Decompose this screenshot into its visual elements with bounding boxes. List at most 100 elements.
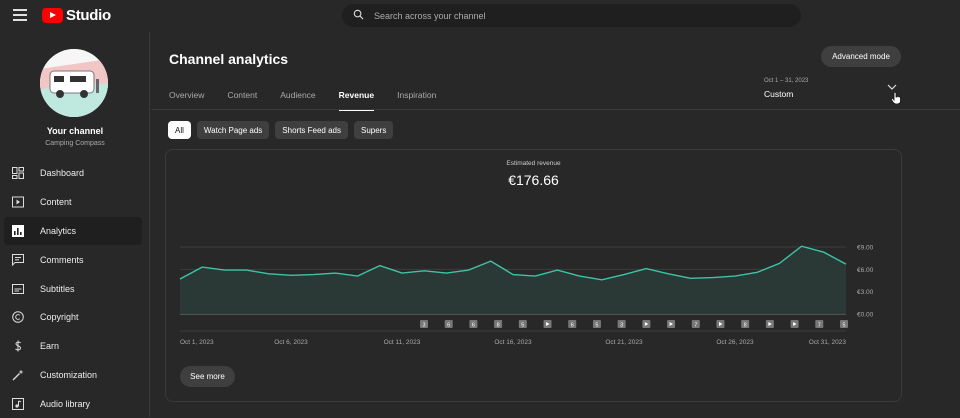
x-tick-label: Oct 16, 2023	[494, 339, 532, 346]
audio-library-icon	[12, 397, 24, 410]
earn-icon	[12, 340, 24, 352]
tab-revenue[interactable]: Revenue	[338, 90, 375, 111]
video-marker-label: 8	[497, 322, 500, 328]
filter-chip-shorts-feed-ads[interactable]: Shorts Feed ads	[275, 121, 348, 139]
video-publish-marker	[592, 320, 601, 328]
filter-chip-all[interactable]: All	[168, 121, 191, 139]
advanced-mode-button[interactable]: Advanced mode	[821, 46, 901, 67]
video-marker-label: 5	[595, 322, 598, 328]
video-marker-label: 7	[818, 322, 821, 328]
copyright-icon	[12, 311, 24, 324]
play-icon	[669, 322, 674, 326]
sidebar: Your channel Camping Compass Dashboard C…	[0, 32, 150, 417]
chevron-down-icon[interactable]	[887, 84, 897, 91]
date-range-text[interactable]: Oct 1 – 31, 2023	[764, 78, 809, 84]
sidebar-item-dashboard[interactable]: Dashboard	[4, 159, 142, 188]
video-publish-marker	[741, 320, 750, 328]
see-more-button[interactable]: See more	[180, 366, 235, 387]
x-tick-label: Oct 11, 2023	[384, 339, 421, 346]
video-marker-label: 3	[422, 322, 425, 328]
dashboard-icon	[12, 167, 24, 180]
sidebar-item-label: Copyright	[40, 312, 79, 323]
y-tick-label: €0.00	[857, 312, 874, 319]
search-box[interactable]	[342, 4, 801, 27]
x-tick-label: Oct 26, 2023	[716, 339, 754, 346]
search-input[interactable]	[374, 7, 774, 24]
video-publish-marker	[444, 320, 453, 328]
play-icon	[718, 322, 723, 326]
play-icon	[546, 322, 550, 326]
revenue-filter-chips: All Watch Page ads Shorts Feed ads Super…	[168, 121, 399, 139]
tab-overview[interactable]: Overview	[169, 90, 205, 100]
sidebar-item-label: Analytics	[40, 225, 77, 236]
x-tick-label: Oct 21, 2023	[605, 339, 643, 346]
video-marker-label: 5	[521, 322, 524, 328]
sidebar-item-label: Comments	[40, 254, 84, 265]
revenue-card: Estimated revenue €176.66 €0.00 €3.00 €6.0…	[165, 149, 902, 402]
video-publish-marker	[420, 320, 428, 328]
customization-icon	[12, 369, 24, 381]
hand-cursor-icon	[891, 92, 901, 104]
video-publish-marker	[568, 320, 577, 328]
tab-content[interactable]: Content	[227, 90, 258, 100]
date-range-label[interactable]: Custom	[764, 89, 794, 99]
content-icon	[12, 196, 24, 208]
main-panel: Channel analytics Advanced mode Overview…	[151, 32, 960, 417]
tabs-divider	[151, 109, 960, 110]
menu-icon[interactable]	[13, 9, 27, 21]
y-tick-label: €6.00	[857, 267, 874, 274]
video-publish-marker	[518, 320, 527, 328]
tab-audience[interactable]: Audience	[280, 90, 316, 100]
video-marker-label: 6	[447, 322, 450, 328]
video-publish-marker	[617, 320, 626, 328]
top-bar: Studio	[0, 0, 960, 32]
analytics-tabs: Overview Content Audience Revenue Inspir…	[169, 90, 459, 111]
sidebar-item-analytics[interactable]: Analytics	[4, 216, 142, 246]
sidebar-item-subtitles[interactable]: Subtitles	[4, 274, 142, 303]
video-marker-label: 6	[472, 322, 475, 328]
youtube-logo-icon	[42, 8, 63, 23]
sidebar-item-comments[interactable]: Comments	[4, 245, 142, 274]
sidebar-item-label: Subtitles	[40, 283, 75, 294]
video-publish-marker	[815, 320, 824, 328]
play-icon	[768, 322, 772, 326]
video-publish-marker	[494, 320, 503, 328]
revenue-area	[180, 246, 846, 314]
sidebar-item-content[interactable]: Content	[4, 188, 142, 217]
studio-logo[interactable]: Studio	[42, 7, 111, 24]
video-marker-label: 7	[694, 322, 697, 328]
video-publish-marker	[840, 320, 848, 328]
video-marker-label: 6	[571, 322, 574, 328]
sidebar-item-label: Audio library	[40, 398, 91, 409]
analytics-icon	[12, 224, 24, 237]
sidebar-item-label: Content	[40, 197, 72, 208]
video-publish-marker	[691, 320, 700, 328]
filter-chip-supers[interactable]: Supers	[354, 121, 394, 139]
play-icon	[644, 322, 649, 326]
sidebar-item-label: Dashboard	[40, 168, 85, 179]
filter-chip-watch-page-ads[interactable]: Watch Page ads	[196, 121, 270, 139]
sidebar-item-customization[interactable]: Customization	[4, 361, 142, 390]
logo-text: Studio	[66, 7, 111, 24]
channel-title: Your channel	[46, 126, 104, 136]
tab-inspiration[interactable]: Inspiration	[397, 90, 437, 100]
video-marker-label: 8	[744, 322, 747, 328]
x-tick-label: Oct 6, 2023	[274, 339, 308, 346]
sidebar-item-label: Earn	[40, 341, 60, 352]
y-tick-label: €3.00	[857, 289, 874, 296]
revenue-series-line	[179, 245, 847, 281]
channel-avatar-image	[40, 49, 108, 117]
subtitles-icon	[12, 283, 24, 295]
sidebar-item-audio-library[interactable]: Audio library	[4, 389, 142, 418]
avatar[interactable]	[40, 49, 108, 117]
sidebar-nav: Dashboard Content Analytics Comments Sub…	[4, 159, 142, 418]
channel-subtitle: Camping Compass	[45, 140, 105, 147]
revenue-chart[interactable]: €0.00 €3.00 €6.00 €9.00 3 6 6 8 5 6 5 3 7 8 7 5 Oct 1, 2…	[166, 150, 901, 350]
y-tick-label: €9.00	[857, 245, 874, 252]
sidebar-item-copyright[interactable]: Copyright	[4, 303, 142, 332]
sidebar-item-label: Customization	[40, 369, 98, 380]
estimated-revenue-label: Estimated revenue	[506, 160, 561, 167]
sidebar-item-earn[interactable]: Earn	[4, 332, 142, 361]
page-title: Channel analytics	[169, 51, 289, 67]
x-tick-label: Oct 1, 2023	[180, 339, 214, 346]
